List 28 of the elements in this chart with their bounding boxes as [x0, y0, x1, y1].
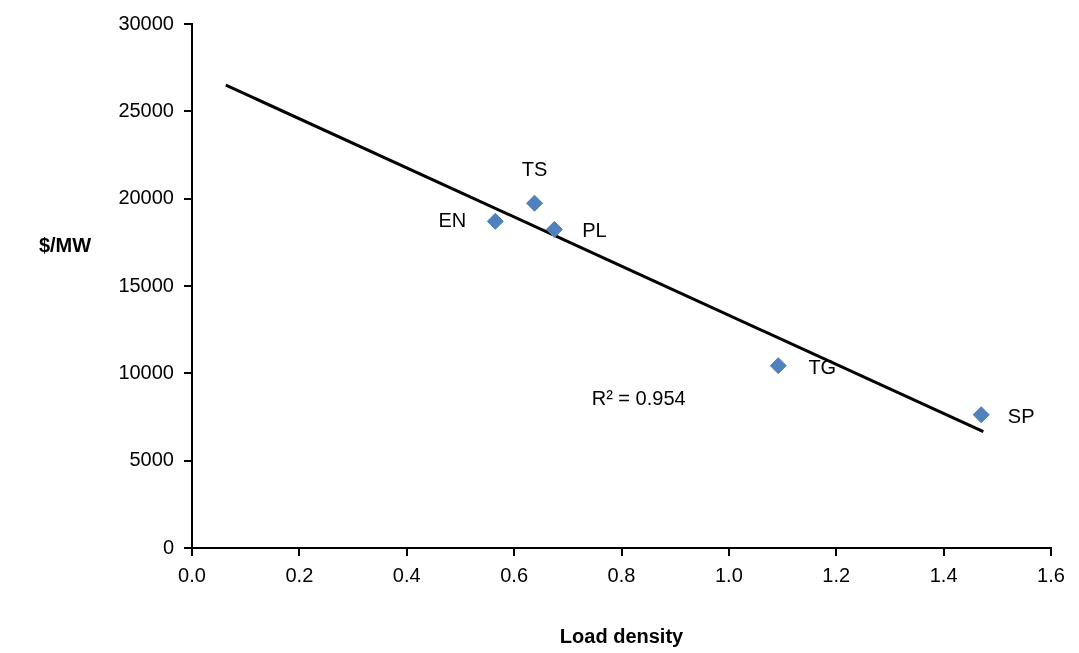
x-tick-label: 1.0: [714, 563, 743, 586]
point: [545, 220, 563, 238]
y-tick-label: 20000: [118, 186, 174, 209]
y-tick-label: 0: [162, 535, 174, 558]
x-tick-label: 0.2: [285, 563, 314, 586]
annotation: SP: [1007, 405, 1035, 428]
y-tick-label: 10000: [118, 360, 174, 383]
annotation: PL: [582, 218, 607, 241]
x-axis-title: Load density: [559, 624, 685, 647]
x-tick-label: 0.4: [392, 563, 421, 586]
x-tick-label: 0.6: [500, 563, 529, 586]
x-tick-label: 1.2: [822, 563, 851, 586]
x-tick-label: 1.4: [929, 563, 958, 586]
y-tick-label: 25000: [118, 98, 174, 121]
point: [486, 212, 504, 230]
point: [769, 357, 787, 375]
y-axis-title: $/MW: [38, 234, 92, 257]
y-tick-label: 30000: [118, 11, 174, 34]
x-tick-label: 0.0: [178, 563, 206, 586]
y-tick-label: 15000: [118, 273, 174, 296]
x-tick-label: 1.6: [1037, 563, 1065, 586]
annotation: R² = 0.954: [591, 387, 686, 410]
annotation: EN: [438, 208, 467, 231]
annotation: TS: [521, 157, 548, 180]
x-tick-label: 0.8: [607, 563, 636, 586]
y-tick-label: 5000: [129, 448, 174, 471]
point: [526, 194, 544, 212]
point: [972, 406, 990, 424]
